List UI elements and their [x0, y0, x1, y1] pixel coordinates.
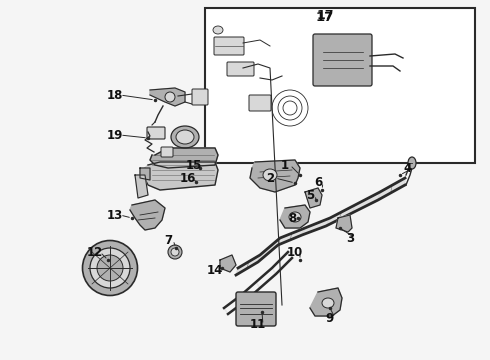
Polygon shape [326, 205, 355, 226]
Ellipse shape [82, 240, 138, 296]
Ellipse shape [90, 248, 130, 288]
Ellipse shape [171, 126, 199, 148]
Polygon shape [240, 296, 244, 302]
Ellipse shape [263, 169, 277, 181]
Ellipse shape [408, 157, 416, 169]
Polygon shape [150, 148, 218, 168]
Text: 7: 7 [164, 234, 172, 247]
FancyBboxPatch shape [227, 62, 254, 76]
Text: 18: 18 [107, 89, 123, 102]
Polygon shape [302, 218, 330, 235]
Polygon shape [140, 168, 150, 180]
Text: 2: 2 [266, 171, 274, 185]
Ellipse shape [97, 255, 123, 281]
Polygon shape [250, 160, 300, 192]
Polygon shape [336, 215, 352, 232]
Polygon shape [310, 288, 342, 316]
FancyBboxPatch shape [214, 37, 244, 55]
Polygon shape [278, 228, 305, 245]
Polygon shape [352, 192, 380, 213]
Ellipse shape [171, 248, 179, 256]
Text: 16: 16 [180, 171, 196, 185]
Text: 11: 11 [250, 319, 266, 332]
FancyBboxPatch shape [161, 147, 173, 157]
Polygon shape [378, 178, 405, 200]
Polygon shape [224, 308, 228, 314]
Polygon shape [143, 162, 218, 190]
FancyBboxPatch shape [236, 292, 276, 326]
Text: 10: 10 [287, 246, 303, 258]
FancyBboxPatch shape [192, 89, 208, 105]
Text: 6: 6 [314, 176, 322, 189]
Polygon shape [280, 205, 310, 228]
Text: 4: 4 [404, 162, 412, 175]
Text: 13: 13 [107, 208, 123, 221]
Polygon shape [236, 255, 260, 275]
Polygon shape [135, 175, 148, 198]
Text: 12: 12 [87, 246, 103, 258]
Polygon shape [130, 200, 165, 230]
Text: 17: 17 [316, 10, 334, 23]
FancyBboxPatch shape [313, 34, 372, 86]
Text: 1: 1 [281, 158, 289, 171]
Bar [205, 8, 475, 163]
Text: 15: 15 [186, 158, 202, 171]
Text: 3: 3 [346, 231, 354, 244]
Ellipse shape [213, 26, 223, 34]
Polygon shape [272, 268, 276, 274]
Text: 8: 8 [288, 212, 296, 225]
FancyBboxPatch shape [147, 127, 165, 139]
Text: 9: 9 [326, 311, 334, 324]
Polygon shape [305, 188, 322, 208]
Polygon shape [288, 252, 292, 258]
Polygon shape [256, 282, 260, 288]
Text: 19: 19 [107, 129, 123, 141]
Polygon shape [258, 238, 280, 262]
Text: 17: 17 [316, 9, 334, 22]
FancyBboxPatch shape [249, 95, 271, 111]
Polygon shape [220, 255, 236, 272]
Ellipse shape [322, 298, 334, 308]
Ellipse shape [289, 212, 301, 222]
Polygon shape [150, 88, 185, 106]
Ellipse shape [165, 92, 175, 102]
Ellipse shape [176, 130, 194, 144]
Text: 14: 14 [207, 264, 223, 276]
Ellipse shape [168, 245, 182, 259]
Text: 5: 5 [306, 189, 314, 202]
